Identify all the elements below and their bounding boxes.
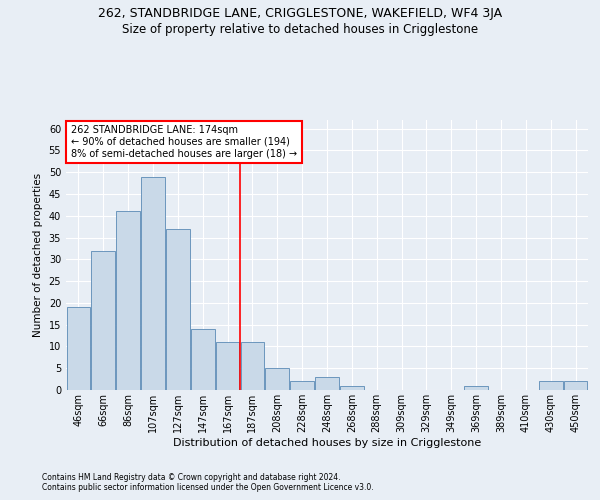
Text: 262 STANDBRIDGE LANE: 174sqm
← 90% of detached houses are smaller (194)
8% of se: 262 STANDBRIDGE LANE: 174sqm ← 90% of de… [71, 126, 298, 158]
Bar [265, 368, 289, 390]
Text: 262, STANDBRIDGE LANE, CRIGGLESTONE, WAKEFIELD, WF4 3JA: 262, STANDBRIDGE LANE, CRIGGLESTONE, WAK… [98, 8, 502, 20]
Bar [290, 382, 314, 390]
Text: Contains public sector information licensed under the Open Government Licence v3: Contains public sector information licen… [42, 482, 374, 492]
Bar [464, 386, 488, 390]
Bar [564, 382, 587, 390]
Bar [241, 342, 264, 390]
Text: Size of property relative to detached houses in Crigglestone: Size of property relative to detached ho… [122, 22, 478, 36]
Bar [91, 250, 115, 390]
Bar [340, 386, 364, 390]
Bar [116, 212, 140, 390]
Bar [315, 377, 339, 390]
Bar [166, 229, 190, 390]
Text: Contains HM Land Registry data © Crown copyright and database right 2024.: Contains HM Land Registry data © Crown c… [42, 472, 341, 482]
Y-axis label: Number of detached properties: Number of detached properties [33, 173, 43, 337]
Bar [191, 329, 215, 390]
Bar [216, 342, 239, 390]
X-axis label: Distribution of detached houses by size in Crigglestone: Distribution of detached houses by size … [173, 438, 481, 448]
Bar [67, 308, 90, 390]
Bar [141, 176, 165, 390]
Bar [539, 382, 563, 390]
